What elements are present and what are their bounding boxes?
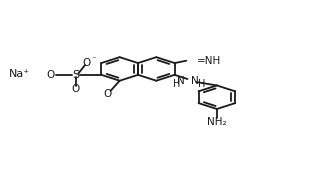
Text: O: O: [82, 58, 91, 68]
Text: Na⁺: Na⁺: [9, 69, 30, 79]
Text: NH₂: NH₂: [207, 117, 227, 127]
Text: =NH: =NH: [197, 56, 221, 66]
Text: N: N: [177, 76, 185, 86]
Text: S: S: [72, 70, 79, 80]
Text: N: N: [191, 76, 199, 86]
Text: H: H: [173, 79, 180, 89]
Text: O: O: [46, 70, 54, 80]
Text: O: O: [103, 89, 112, 99]
Text: ⁻: ⁻: [91, 55, 96, 64]
Text: O: O: [72, 84, 80, 94]
Text: H: H: [198, 79, 205, 89]
